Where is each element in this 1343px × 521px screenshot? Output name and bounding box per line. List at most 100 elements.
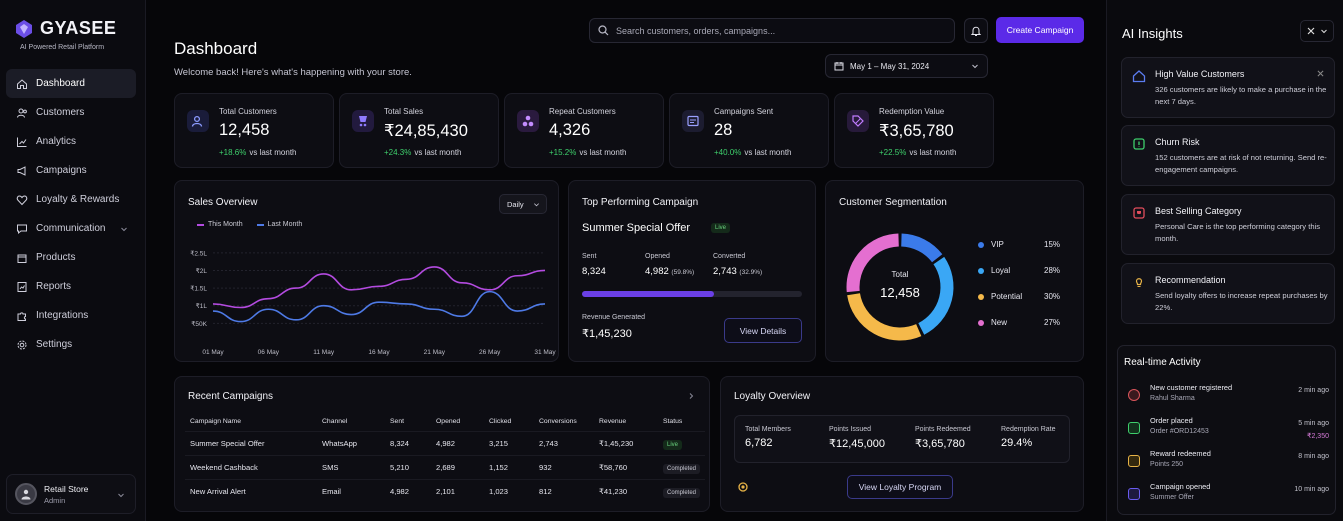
activity-item-time: 10 min ago	[1294, 486, 1329, 493]
activity-item-time: 5 min ago	[1298, 420, 1329, 427]
sidebar-item-settings[interactable]: Settings	[6, 330, 136, 359]
cell-revenue: ₹58,760	[599, 454, 663, 479]
brand[interactable]: GYASEE	[14, 18, 116, 39]
chevron-right-icon[interactable]	[687, 392, 695, 400]
stat-value: 29.4%	[1001, 437, 1033, 449]
bell-icon	[970, 26, 982, 36]
date-range-picker[interactable]: May 1 – May 31, 2024	[825, 54, 988, 78]
opened-value: 4,982	[645, 266, 669, 277]
revenue-value: ₹1,45,230	[582, 328, 632, 340]
period-value: Daily	[507, 199, 524, 209]
create-campaign-button[interactable]: Create Campaign	[996, 17, 1084, 43]
status-badge: Completed	[663, 487, 701, 498]
sidebar-item-customers[interactable]: Customers	[6, 98, 136, 127]
sidebar-item-communication[interactable]: Communication	[6, 214, 136, 243]
view-loyalty-program-button[interactable]: View Loyalty Program	[847, 475, 953, 499]
loyalty-stat: Points Redeemed ₹3,65,780	[915, 426, 971, 450]
kpi-card-repeat-customers[interactable]: Repeat Customers 4,326 +15.2% vs last mon…	[504, 93, 664, 168]
box-icon	[17, 254, 27, 263]
campaigns-table: Campaign Name Channel Sent Opened Clicke…	[185, 413, 705, 503]
loyalty-stat: Points Issued ₹12,45,000	[829, 426, 885, 450]
segment-percent: 30%	[1044, 292, 1061, 301]
insight-card-high-value[interactable]: High Value Customers 326 customers are l…	[1121, 57, 1335, 118]
search-bar[interactable]	[589, 18, 955, 43]
segment-name: New	[991, 318, 1008, 327]
sidebar-item-reports[interactable]: Reports	[6, 272, 136, 301]
segment-name: VIP	[991, 240, 1004, 249]
kpi-value: ₹24,85,430	[384, 122, 468, 140]
insight-card-recommendation[interactable]: Recommendation Send loyalty offers to in…	[1121, 263, 1335, 324]
insight-card-best-selling[interactable]: Best Selling Category Personal Care is t…	[1121, 194, 1335, 255]
activity-item[interactable]: Campaign opened Summer Offer 10 min ago	[1126, 482, 1329, 512]
segmentation-card: Customer Segmentation Total 12,458 VIP 15…	[825, 180, 1084, 362]
donut-slice-vip[interactable]	[900, 233, 943, 263]
cell-clicked: 3,215	[489, 430, 539, 455]
kpi-card-total-customers[interactable]: Total Customers 12,458 +18.6% vs last mon…	[174, 93, 334, 168]
insight-title: Recommendation	[1155, 275, 1226, 285]
sidebar-item-label: Loyalty & Rewards	[36, 194, 120, 205]
donut-center-label: Total	[891, 270, 909, 279]
activity-item-sub: Order #ORD12453	[1150, 428, 1209, 435]
column-header: Sent	[390, 418, 404, 426]
opened-pct: (59.8%)	[671, 269, 695, 276]
activity-item[interactable]: New customer registered Rahul Sharma 2 m…	[1126, 383, 1329, 413]
donut-slice-new[interactable]	[846, 233, 900, 293]
chevron-down-icon[interactable]	[1320, 27, 1328, 35]
sidebar-item-campaigns[interactable]: Campaigns	[6, 156, 136, 185]
kpi-change: +24.3% vs last month	[384, 148, 462, 157]
brand-tagline: AI Powered Retail Platform	[20, 44, 105, 51]
kpi-value: 4,326	[549, 121, 591, 139]
period-select[interactable]: Daily	[499, 194, 547, 214]
kpi-value: 12,458	[219, 121, 270, 139]
sidebar-item-loyalty[interactable]: Loyalty & Rewards	[6, 185, 136, 214]
sidebar-item-dashboard[interactable]: Dashboard	[6, 69, 136, 98]
chart-legend: This Month Last Month	[197, 221, 302, 228]
tag-icon	[847, 110, 869, 132]
search-input[interactable]	[616, 25, 936, 36]
legend-dot	[978, 268, 984, 274]
kpi-change: +40.0% vs last month	[714, 148, 792, 157]
cell-campaign-name: Summer Special Offer	[185, 430, 322, 455]
user-icon	[1128, 389, 1140, 401]
activity-item[interactable]: Reward redeemed Points 250 8 min ago	[1126, 449, 1329, 479]
sidebar-item-integrations[interactable]: Integrations	[6, 301, 136, 330]
kpi-card-campaigns-sent[interactable]: Campaigns Sent 28 +40.0% vs last month	[669, 93, 829, 168]
status-badge: Live	[711, 223, 731, 233]
realtime-activity-card: Real-time Activity New customer register…	[1117, 345, 1336, 515]
kpi-card-redemption-value[interactable]: Redemption Value ₹3,65,780 +22.5% vs last…	[834, 93, 994, 168]
segmentation-donut-chart	[846, 233, 954, 341]
sidebar-item-analytics[interactable]: Analytics	[6, 127, 136, 156]
y-tick-label: ₹50K	[191, 320, 207, 328]
heart-icon	[16, 194, 28, 205]
table-row[interactable]: Weekend Cashback SMS 5,210 2,689 1,152 9…	[185, 454, 705, 479]
table-row[interactable]: New Arrival Alert Email 4,982 2,101 1,02…	[185, 478, 705, 503]
donut-slice-loyal[interactable]	[918, 256, 954, 335]
user-profile[interactable]: Retail Store Admin	[6, 474, 136, 514]
sidebar-item-label: Settings	[36, 339, 73, 350]
insight-description: 326 customers are likely to make a purch…	[1155, 85, 1327, 106]
donut-slice-potential[interactable]	[847, 292, 922, 341]
activity-item[interactable]: Order placed Order #ORD12453 5 min ago ₹…	[1126, 416, 1329, 446]
view-details-button[interactable]: View Details	[724, 318, 802, 343]
status-badge: Completed	[663, 463, 701, 474]
loyalty-stat: Total Members 6,782	[745, 426, 791, 449]
sales-bag-icon	[352, 110, 374, 132]
chevron-down-icon	[118, 493, 124, 498]
page-subtitle: Welcome back! Here's what's happening wi…	[174, 67, 412, 78]
insight-card-churn-risk[interactable]: Churn Risk 152 customers are at risk of …	[1121, 125, 1335, 186]
panel-controls[interactable]	[1300, 20, 1334, 42]
close-icon[interactable]	[1317, 70, 1324, 77]
stat-label: Redemption Rate	[1001, 426, 1056, 433]
kpi-value: ₹3,65,780	[879, 122, 954, 140]
close-icon[interactable]	[1307, 27, 1315, 35]
segment-percent: 15%	[1044, 240, 1061, 249]
sidebar-item-label: Campaigns	[36, 165, 87, 176]
legend-dot	[978, 294, 984, 300]
sidebar-item-products[interactable]: Products	[6, 243, 136, 272]
kpi-change: +15.2% vs last month	[549, 148, 627, 157]
notifications-button[interactable]	[964, 18, 988, 43]
column-header: Status	[663, 418, 683, 426]
table-row[interactable]: Summer Special Offer WhatsApp 8,324 4,98…	[185, 430, 705, 455]
logo-icon	[16, 19, 32, 38]
kpi-card-total-sales[interactable]: Total Sales ₹24,85,430 +24.3% vs last mon…	[339, 93, 499, 168]
